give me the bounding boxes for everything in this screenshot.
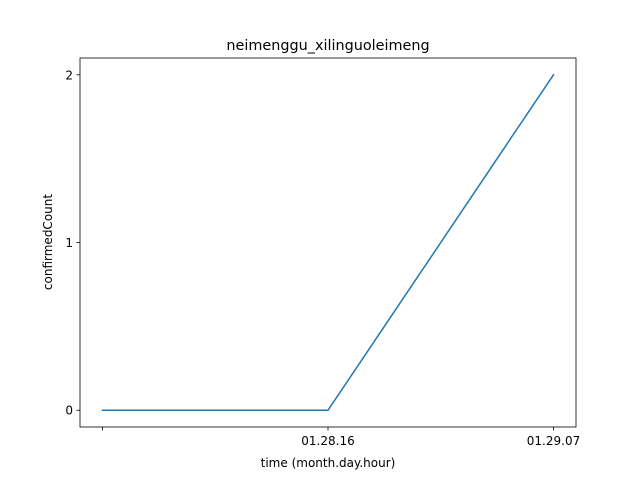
series-line-0 [101, 73, 555, 411]
y-tick-label: 0 [65, 404, 73, 418]
plot-area: 01.28.16 01.29.07 0 1 2 [65, 57, 580, 448]
y-axis-title: confirmedCount [41, 194, 55, 290]
y-tick-label: 2 [65, 68, 73, 82]
x-axis-title: time (month.day.hour) [261, 456, 396, 470]
x-tick-label: 01.28.16 [301, 434, 354, 448]
x-tick-label: 01.29.07 [527, 434, 580, 448]
chart-title: neimenggu_xilinguoleimeng [226, 38, 429, 54]
y-tick-label: 1 [65, 236, 73, 250]
